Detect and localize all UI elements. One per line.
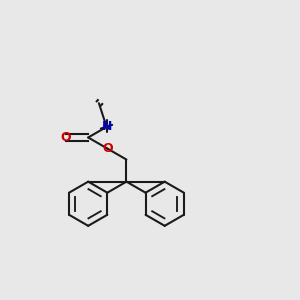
Text: N: N bbox=[102, 120, 112, 133]
Text: O: O bbox=[102, 142, 112, 155]
Text: O: O bbox=[60, 131, 70, 144]
